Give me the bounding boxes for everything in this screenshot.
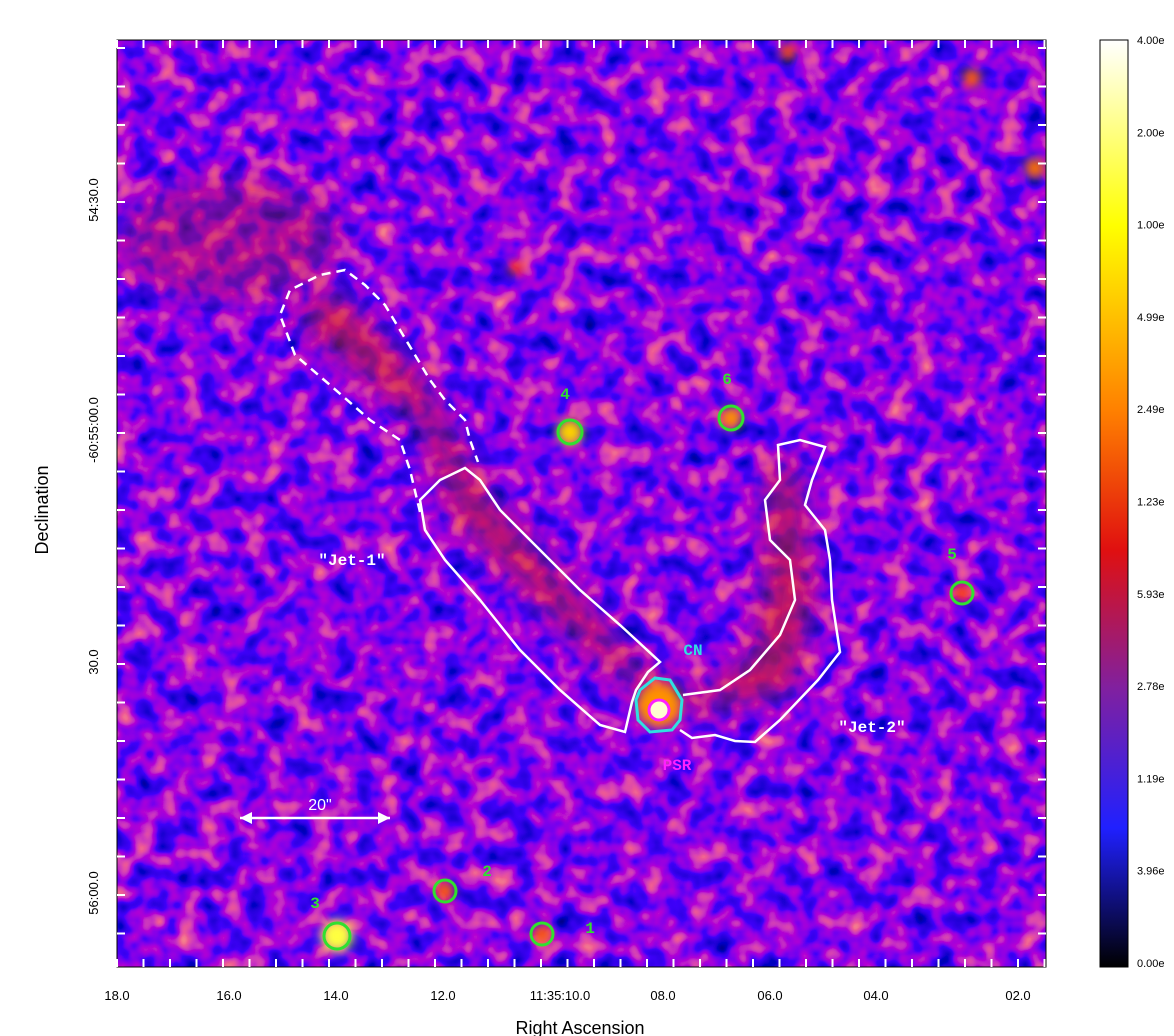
colorbar-label: 4.00e (1137, 35, 1165, 47)
scale-label: 20" (308, 797, 331, 814)
x-tick-label: 14.0 (323, 988, 348, 1003)
x-tick-label: 06.0 (757, 988, 782, 1003)
colorbar-label: 1.19e (1137, 773, 1165, 785)
y-tick-label: 54:30.0 (86, 178, 101, 221)
colorbar-label: 1.23e (1137, 497, 1165, 509)
jet2-label: "Jet-2" (838, 719, 905, 737)
y-tick-label: 30.0 (86, 649, 101, 674)
colorbar-label: 3.96e (1137, 866, 1165, 878)
colorbar-label: 2.00e (1137, 127, 1165, 139)
x-tick-label: 12.0 (430, 988, 455, 1003)
colorbar-label: 1.00e (1137, 220, 1165, 232)
colorbar-label: 2.78e (1137, 681, 1165, 693)
y-tick-label: 56:00.0 (86, 871, 101, 914)
x-tick-label: 16.0 (216, 988, 241, 1003)
image (117, 40, 1046, 967)
colorbar-label: 2.49e (1137, 404, 1165, 416)
source-label: 3 (310, 895, 320, 913)
jet1-label: "Jet-1" (318, 552, 385, 570)
x-tick-label: 08.0 (650, 988, 675, 1003)
y-axis-title: Declination (32, 465, 52, 554)
figure: 20" "Jet-1" "Jet-2" CN PSR Right Ascensi… (0, 0, 1174, 1036)
colorbar (1100, 40, 1128, 967)
y-tick-label: -60:55:00.0 (86, 397, 101, 463)
x-tick-label: 02.0 (1005, 988, 1030, 1003)
source-label: 1 (585, 920, 595, 938)
cn-label: CN (683, 642, 702, 660)
source-label: 5 (947, 546, 957, 564)
psr-label: PSR (663, 757, 692, 775)
x-axis-title: Right Ascension (515, 1018, 644, 1036)
colorbar-label: 0.00e (1137, 958, 1165, 970)
colorbar-label: 4.99e (1137, 312, 1165, 324)
source-label: 4 (560, 386, 570, 404)
source-label: 2 (482, 863, 492, 881)
colorbar-label: 5.93e (1137, 589, 1165, 601)
x-tick-label: 11:35:10.0 (530, 988, 590, 1003)
x-tick-label: 04.0 (863, 988, 888, 1003)
source-label: 6 (722, 371, 732, 389)
x-tick-label: 18.0 (104, 988, 129, 1003)
